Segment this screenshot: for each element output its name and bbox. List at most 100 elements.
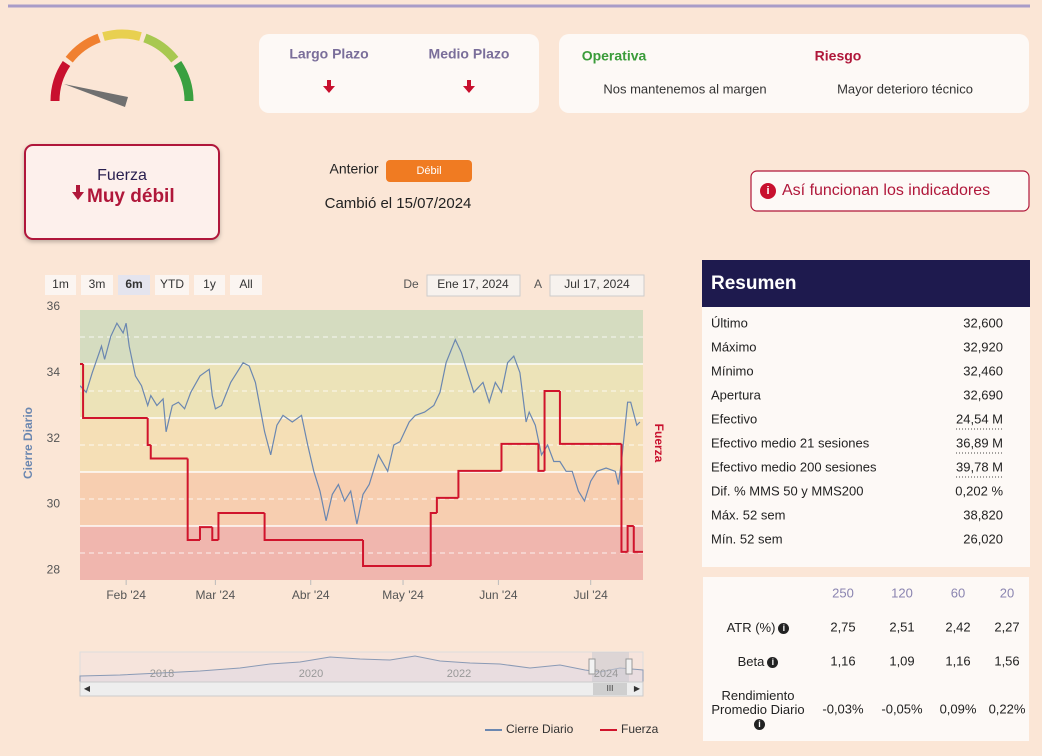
indicators-card bbox=[703, 577, 1029, 741]
navigator-label: 2022 bbox=[447, 668, 471, 680]
indicator-value: 1,09 bbox=[889, 653, 914, 668]
from-input[interactable] bbox=[426, 274, 521, 297]
help-button[interactable]: i Así funcionan los indicadores bbox=[750, 170, 1030, 212]
outlook-label: Largo Plazo bbox=[289, 46, 368, 62]
range-button[interactable] bbox=[155, 275, 189, 295]
x-tick-label: Jun '24 bbox=[479, 588, 518, 602]
strength-step bbox=[263, 513, 364, 542]
scroll-right[interactable]: ▶ bbox=[634, 684, 641, 693]
summary-value: 32,920 bbox=[963, 339, 1003, 354]
previous-label: Anterior bbox=[329, 161, 378, 177]
from-date[interactable]: Ene 17, 2024 bbox=[437, 277, 509, 291]
navigator-handle[interactable] bbox=[588, 658, 596, 675]
to-input[interactable] bbox=[549, 274, 645, 297]
indicator-label: ATR (%) bbox=[726, 620, 776, 635]
navigator-labels: 2018 2020 2022 2024 bbox=[150, 668, 618, 680]
summary-label: Apertura bbox=[711, 387, 762, 402]
scroll-left[interactable]: ◀ bbox=[84, 684, 91, 693]
scrollbar-thumb[interactable] bbox=[593, 683, 627, 695]
to-date[interactable]: Jul 17, 2024 bbox=[564, 277, 630, 291]
y-tick-label: 36 bbox=[47, 299, 61, 313]
range-button[interactable] bbox=[194, 275, 225, 295]
indicator-label-cell: Rendimiento Promedio Diario i bbox=[706, 685, 810, 735]
gauge-segment bbox=[143, 33, 179, 63]
range-button-label[interactable]: 1y bbox=[203, 277, 216, 291]
indicator-label-wrap: ATR (%) i bbox=[727, 621, 790, 635]
strength-step bbox=[500, 442, 539, 471]
x-tick-label: Feb '24 bbox=[106, 588, 146, 602]
summary-value: 0,202 % bbox=[955, 483, 1003, 498]
scrollbar[interactable] bbox=[79, 681, 644, 697]
indicator-label-wrap: Beta i bbox=[738, 655, 779, 669]
strength-step bbox=[435, 496, 459, 514]
summary-value: 38,820 bbox=[963, 507, 1003, 522]
summary-label: Dif. % MMS 50 y MMS200 bbox=[711, 483, 863, 498]
y-axis-title: Cierre Diario bbox=[21, 407, 35, 479]
help-button-frame[interactable] bbox=[750, 170, 1030, 212]
gauge bbox=[50, 29, 194, 107]
outlook-card bbox=[259, 34, 539, 113]
navigator: III ◀ ▶ bbox=[79, 651, 644, 697]
status-text: Mayor deterioro técnico bbox=[837, 81, 973, 96]
legend: Cierre Diario Fuerza bbox=[485, 722, 659, 736]
plot-area bbox=[80, 321, 643, 567]
navigator-handle[interactable] bbox=[625, 658, 633, 675]
summary-value: 26,020 bbox=[963, 531, 1003, 546]
indicator-label-box: Beta i bbox=[706, 637, 810, 687]
summary-title: Resumen bbox=[711, 273, 797, 294]
strength-step bbox=[186, 458, 200, 542]
y-tick-label: 28 bbox=[47, 563, 61, 577]
range-button-label[interactable]: All bbox=[239, 277, 252, 291]
info-icon: i bbox=[767, 657, 779, 669]
summary-header bbox=[702, 260, 1030, 307]
summary-label: Máx. 52 sem bbox=[711, 507, 785, 522]
indicator-label-wrap: Rendimiento Promedio Diario i bbox=[706, 689, 810, 731]
gauge-segment bbox=[173, 60, 194, 102]
status-text: Nos mantenemos al margen bbox=[603, 81, 766, 96]
y-tick-label: 34 bbox=[47, 365, 61, 379]
range-button-label[interactable]: YTD bbox=[160, 277, 184, 291]
indicator-label-box: ATR (%) i bbox=[706, 603, 810, 653]
range-button[interactable] bbox=[45, 275, 76, 295]
strength-step bbox=[620, 443, 628, 553]
navigator-window[interactable] bbox=[592, 652, 629, 682]
range-button[interactable] bbox=[118, 275, 150, 295]
range-button-label[interactable]: 3m bbox=[89, 277, 106, 291]
strength-card bbox=[24, 144, 220, 240]
info-icon-glyph: i bbox=[766, 185, 769, 197]
axes: 28 30 32 34 36 Feb '24 Mar '24 Abr '24 May '24 Ju… bbox=[47, 299, 609, 602]
from-label: De bbox=[403, 277, 419, 291]
to-label: A bbox=[534, 277, 542, 291]
indicator-value: 2,75 bbox=[830, 619, 855, 634]
previous-pill bbox=[386, 160, 472, 182]
gauge-segment bbox=[50, 60, 71, 102]
indicator-label-box: Rendimiento Promedio Diario i bbox=[706, 685, 810, 735]
info-icon: i bbox=[778, 623, 790, 635]
x-tick-label: Mar '24 bbox=[196, 588, 236, 602]
range-button[interactable] bbox=[230, 275, 262, 295]
strength-step bbox=[198, 526, 213, 541]
changed-date: Cambió el 15/07/2024 bbox=[325, 195, 472, 212]
range-button-label[interactable]: 6m bbox=[125, 277, 142, 291]
x-tick-label: Jul '24 bbox=[574, 588, 609, 602]
strength-step bbox=[457, 469, 502, 498]
y-tick-label: 32 bbox=[47, 431, 61, 445]
range-button-label[interactable]: 1m bbox=[52, 277, 69, 291]
summary-value: 32,460 bbox=[963, 363, 1003, 378]
legend-label: Fuerza bbox=[621, 722, 659, 736]
strength-step bbox=[149, 445, 188, 460]
info-icon: i bbox=[754, 719, 765, 731]
help-button-label[interactable]: Así funcionan los indicadores bbox=[782, 182, 990, 199]
strength-bands bbox=[80, 310, 643, 580]
outlook-label: Medio Plazo bbox=[429, 46, 510, 62]
status-card bbox=[559, 34, 1029, 113]
range-button[interactable] bbox=[81, 275, 113, 295]
summary-label: Mínimo bbox=[711, 363, 754, 378]
strength-step bbox=[429, 512, 437, 566]
summary-value: 39,78 M bbox=[956, 459, 1003, 474]
info-icon bbox=[760, 183, 776, 199]
indicator-value: 1,16 bbox=[830, 653, 855, 668]
strength-step bbox=[537, 443, 545, 472]
gauge-segment bbox=[102, 29, 142, 41]
